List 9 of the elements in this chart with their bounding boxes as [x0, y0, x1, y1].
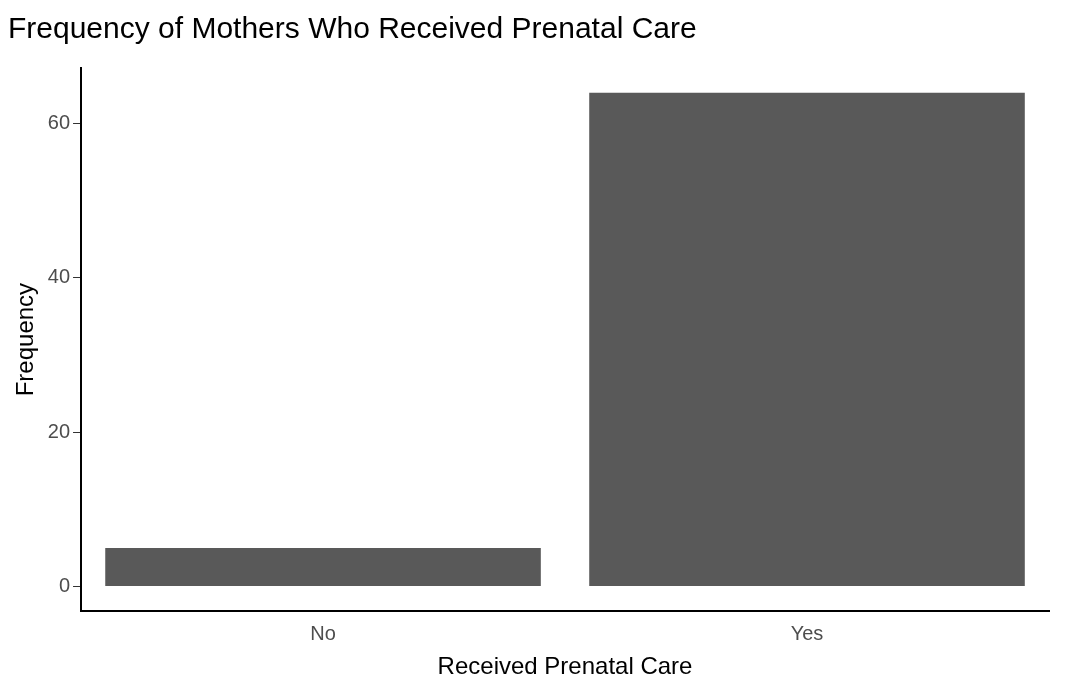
y-tick-label: 20	[47, 419, 71, 442]
x-tick-label: Yes	[790, 621, 824, 644]
x-tick-label: No	[310, 621, 336, 644]
y-tick-label: 40	[47, 265, 71, 288]
x-axis-title: Received Prenatal Care	[437, 652, 693, 680]
chart-title: Frequency of Mothers Who Received Prenatal Care	[8, 11, 697, 45]
y-tick-label: 60	[47, 111, 71, 134]
y-axis-title: Frequency	[11, 282, 39, 397]
y-tick-label: 0	[58, 574, 71, 597]
